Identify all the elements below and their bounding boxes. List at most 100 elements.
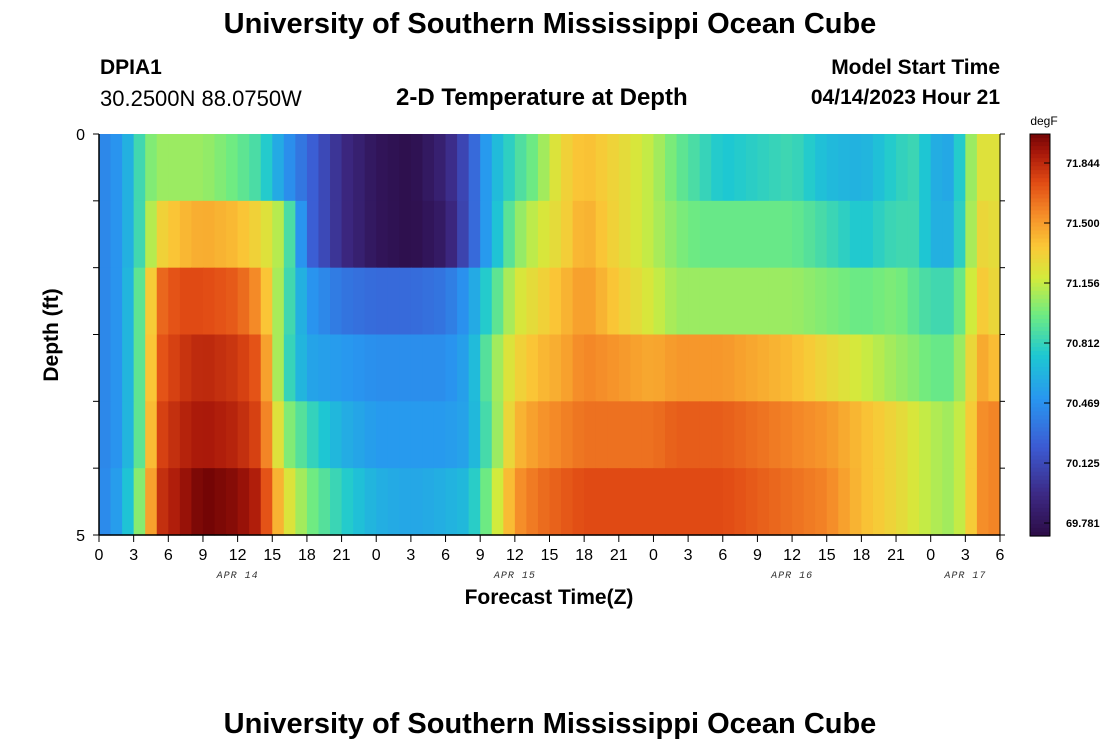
heatmap-cell [653, 267, 666, 336]
heatmap-cell [156, 267, 169, 336]
heatmap-cell [168, 468, 181, 536]
heatmap-cell [861, 267, 874, 336]
heatmap-cell [595, 200, 608, 269]
colorbar-segment [1030, 343, 1050, 348]
colorbar-segment [1030, 310, 1050, 316]
heatmap-cell [953, 200, 966, 269]
heatmap-cell [249, 468, 262, 536]
heatmap-cell [549, 334, 562, 402]
colorbar-tick-label: 71.500 [1066, 218, 1100, 230]
colorbar-segment [1030, 367, 1050, 372]
heatmap-cell [549, 200, 562, 269]
heatmap-cell [387, 134, 400, 202]
x-tick-label: 0 [926, 547, 935, 564]
heatmap-cell [457, 134, 470, 202]
heatmap-cell [330, 200, 343, 269]
heatmap-cell [237, 134, 250, 202]
x-tick-label: 0 [649, 547, 658, 564]
heatmap-cell [780, 334, 793, 402]
heatmap-cell [595, 468, 608, 536]
heatmap-cell [457, 200, 470, 269]
colorbar-segment [1030, 407, 1050, 412]
heatmap-cell [572, 200, 585, 269]
heatmap-cell [272, 334, 285, 402]
heatmap-cell [422, 334, 435, 402]
heatmap-cell [768, 200, 782, 269]
heatmap-cell [803, 401, 816, 469]
heatmap-cell [953, 134, 966, 202]
heatmap-cell [179, 134, 193, 202]
colorbar-segment [1030, 523, 1050, 529]
heatmap-cell [861, 134, 874, 202]
heatmap-cell [711, 334, 724, 402]
heatmap-cell [792, 134, 805, 202]
heatmap-cell [849, 200, 862, 269]
heatmap-cell [318, 267, 331, 336]
heatmap-cell [896, 468, 909, 536]
heatmap-cell [549, 267, 562, 336]
heatmap-cell [965, 134, 978, 202]
heatmap-cell [433, 200, 447, 269]
heatmap-cell [353, 468, 366, 536]
heatmap-cell [907, 267, 920, 336]
heatmap-cell [480, 134, 493, 202]
heatmap-cell [99, 200, 112, 269]
heatmap-cell [688, 401, 701, 469]
x-tick-label: 6 [164, 547, 173, 564]
heatmap-cell [202, 134, 216, 202]
heatmap-cell [849, 401, 862, 469]
heatmap-cell [584, 334, 597, 402]
heatmap-cell [734, 401, 747, 469]
heatmap-cell [179, 334, 193, 402]
heatmap-cell [699, 401, 712, 469]
colorbar-segment [1030, 519, 1050, 525]
x-tick-label: 3 [406, 547, 415, 564]
colorbar-tick-label: 70.125 [1066, 458, 1100, 470]
colorbar-segment [1030, 379, 1050, 384]
heatmap-cell [826, 200, 839, 269]
y-tick-label: 5 [76, 528, 85, 545]
heatmap-cell [457, 468, 470, 536]
colorbar-segment [1030, 150, 1050, 155]
colorbar-frame [1029, 133, 1051, 537]
heatmap-cell [110, 267, 123, 336]
heatmap-cell [526, 134, 539, 202]
colorbar-segment [1030, 222, 1050, 228]
heatmap-cell [595, 334, 608, 402]
heatmap-cell [641, 134, 655, 202]
heatmap-cell [688, 134, 701, 202]
heatmap-cell [699, 267, 712, 336]
heatmap-cell [930, 267, 943, 336]
heatmap-cell [445, 334, 458, 402]
heatmap-cell [618, 134, 631, 202]
heatmap-cell [803, 468, 816, 536]
colorbar-tick-label: 71.844 [1066, 158, 1100, 170]
heatmap-cell [260, 401, 273, 469]
colorbar-segment [1030, 527, 1050, 533]
heatmap-cell [503, 468, 516, 536]
heatmap-cell [514, 134, 527, 202]
heatmap-cell [156, 468, 169, 536]
heatmap-cell [803, 334, 816, 402]
heatmap-cell [191, 267, 204, 336]
colorbar-segment [1030, 230, 1050, 236]
heatmap-cell [433, 334, 447, 402]
heatmap-cell [410, 401, 424, 469]
heatmap-cell [768, 267, 782, 336]
heatmap-cell [607, 334, 620, 402]
colorbar-segment [1030, 507, 1050, 513]
heatmap-cell [780, 134, 793, 202]
colorbar-segment [1030, 467, 1050, 473]
heatmap-cell [584, 200, 597, 269]
heatmap-cell [283, 267, 296, 336]
heatmap-cell [295, 401, 308, 469]
heatmap-cell [711, 200, 724, 269]
x-axis-label: Forecast Time(Z) [465, 586, 634, 609]
heatmap-cell [295, 267, 308, 336]
heatmap-cell [191, 401, 204, 469]
heatmap-cell [364, 401, 377, 469]
temperature-heatmap-chart: 0 3 6 9 12 15 18 21 0 3 6 9 12 15 18 21 0 3 6 9 12 15 18 21 0 3 6A… [40, 114, 1100, 609]
heatmap-cell [399, 200, 412, 269]
heatmap-cell [653, 334, 666, 402]
heatmap-cell [607, 134, 620, 202]
